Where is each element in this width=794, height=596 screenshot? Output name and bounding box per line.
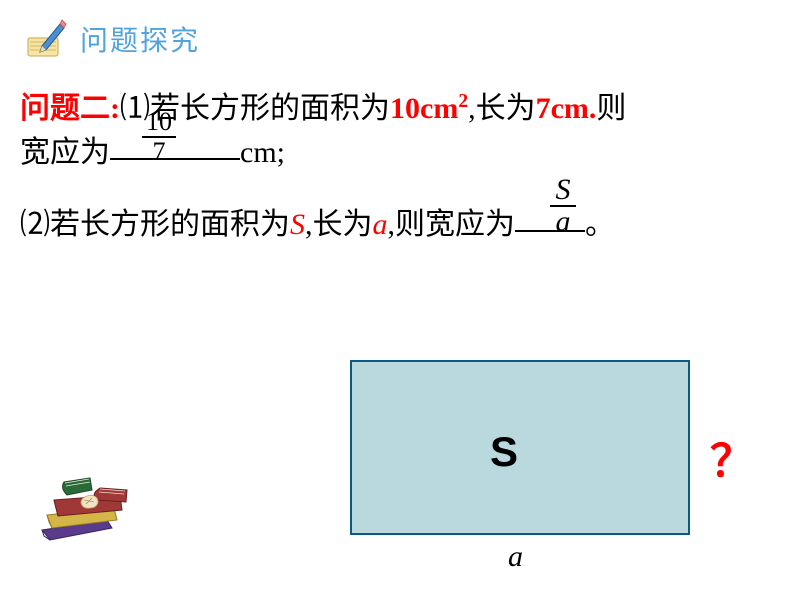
section-title: 问题探究 xyxy=(80,19,200,59)
section-header: 问题探究 xyxy=(24,18,200,60)
books-icon xyxy=(32,460,142,565)
rectangle-label-area: S xyxy=(490,428,518,476)
part1-area: 10cm2 xyxy=(390,92,468,125)
problem-line-3: ⑵若长方形的面积为S,长为a,则宽应为。 S a xyxy=(20,201,780,249)
part1-line2-a: 宽应为 xyxy=(20,136,110,169)
part1-text-a: 若长方形的面积为 xyxy=(150,92,390,125)
problem-line-2: 宽应为cm; 10 7 xyxy=(20,129,780,179)
part2-a: a xyxy=(373,208,388,241)
part2-text-d: 。 xyxy=(585,208,615,241)
rectangle-label-question: ？ xyxy=(710,425,754,489)
part1-line2-b: cm; xyxy=(240,136,285,169)
problem-label: 问题二: xyxy=(20,92,120,125)
fraction-10-7: 10 7 xyxy=(142,109,176,165)
rectangle-label-length: a xyxy=(508,540,523,574)
part2-text-a: 若长方形的面积为 xyxy=(50,208,290,241)
part2-prefix: ⑵ xyxy=(20,208,50,241)
part2-text-c: ,则宽应为 xyxy=(388,208,516,241)
problem-body: 问题二:⑴若长方形的面积为10cm2,长为7cm.则 宽应为 cm; 10 7 ⑵… xyxy=(20,85,780,249)
part1-text-c: 则 xyxy=(596,92,626,125)
part1-length: 7cm. xyxy=(536,92,597,125)
part2-text-b: ,长为 xyxy=(305,208,373,241)
pencil-note-icon xyxy=(24,18,68,60)
problem-line-1: 问题二:⑴若长方形的面积为10cm2,长为7cm.则 xyxy=(20,85,780,133)
part2-S: S xyxy=(290,208,305,241)
rectangle-diagram xyxy=(350,360,690,535)
fraction-S-a: S a xyxy=(550,175,576,237)
part1-text-b: ,长为 xyxy=(468,92,536,125)
